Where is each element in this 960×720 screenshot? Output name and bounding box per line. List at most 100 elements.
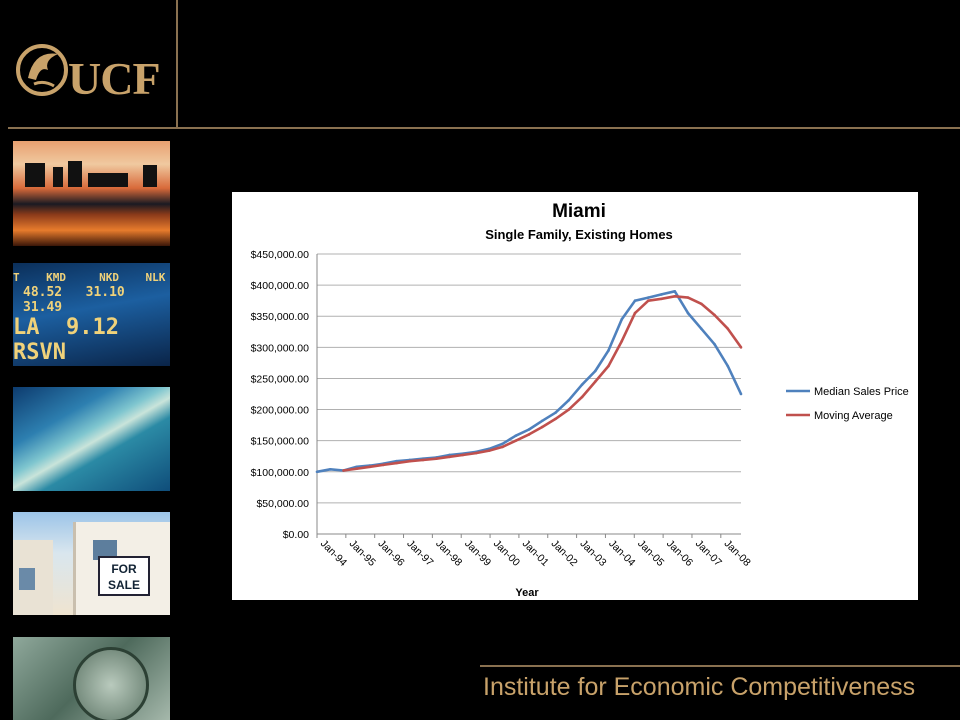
aerial-coast-image	[13, 387, 170, 491]
x-tick-label: Jan-97	[404, 538, 435, 569]
for-sale-text: SALE	[107, 578, 140, 592]
chart-title: Miami	[552, 201, 606, 222]
eagle-seal-icon	[73, 647, 149, 720]
ticker-price: 9.12	[66, 315, 119, 340]
data-point	[501, 442, 504, 446]
data-point	[540, 425, 544, 429]
y-tick-label: $150,000.00	[251, 436, 310, 448]
data-point	[514, 434, 518, 437]
series-line-median-sales-price	[316, 290, 743, 474]
series-line-moving-average	[343, 295, 743, 472]
chart-panel: Miami Single Family, Existing Homes $0.0…	[232, 192, 918, 600]
data-point	[593, 380, 597, 383]
data-point	[739, 346, 743, 349]
ucf-pegasus-logo-icon	[16, 44, 68, 96]
data-point	[487, 449, 491, 452]
x-tick-label: Jan-04	[606, 538, 637, 569]
data-point	[620, 339, 624, 343]
x-tick-label: Jan-96	[376, 538, 407, 569]
data-point	[633, 299, 637, 302]
data-point	[607, 364, 610, 368]
vertical-rule	[176, 0, 178, 128]
data-point	[395, 461, 398, 465]
data-point	[660, 293, 663, 296]
ticker-symbol: KMD	[46, 271, 66, 284]
x-tick-label: Jan-95	[347, 538, 378, 569]
data-point	[342, 469, 345, 472]
x-tick-label: Jan-07	[693, 538, 724, 569]
data-point	[739, 392, 743, 396]
legend-label: Moving Average	[814, 410, 893, 422]
for-sale-house-image: FOR SALE	[13, 512, 170, 615]
x-tick-label: Jan-94	[318, 538, 349, 569]
line-chart: Miami Single Family, Existing Homes $0.0…	[251, 201, 909, 599]
x-tick-label: Jan-06	[664, 538, 695, 569]
y-tick-label: $350,000.00	[251, 311, 310, 323]
data-point	[580, 395, 584, 399]
data-point	[699, 302, 703, 306]
data-point	[328, 467, 332, 471]
data-point	[713, 313, 716, 317]
data-point	[686, 296, 690, 299]
ticker-symbol: LA	[13, 315, 40, 340]
horizontal-rule	[8, 127, 960, 129]
data-point	[527, 433, 531, 436]
legend-label: Median Sales Price	[814, 386, 909, 398]
data-point	[726, 327, 730, 330]
x-tick-label: Jan-99	[462, 538, 493, 569]
data-point	[368, 465, 372, 469]
data-point	[434, 457, 438, 461]
y-tick-label: $450,000.00	[251, 249, 310, 261]
ticker-price: 48.52	[23, 285, 63, 300]
y-tick-label: $0.00	[283, 529, 309, 541]
y-tick-label: $300,000.00	[251, 342, 310, 354]
data-point	[673, 295, 677, 298]
x-tick-label: Jan-05	[635, 538, 666, 569]
for-sale-text: FOR	[111, 562, 137, 576]
data-point	[673, 290, 677, 293]
data-point	[593, 369, 597, 373]
data-point	[633, 311, 637, 315]
data-point	[646, 299, 650, 302]
logo-text: UCF	[68, 53, 161, 104]
ticker-symbol: T	[13, 271, 20, 284]
data-point	[567, 408, 571, 411]
data-point	[514, 439, 518, 442]
x-tick-label: Jan-98	[433, 538, 464, 569]
ticker-symbol: NLK	[145, 271, 166, 284]
data-point	[501, 445, 504, 449]
data-point	[540, 419, 544, 423]
data-point	[408, 459, 412, 463]
for-sale-sign: FOR SALE	[98, 556, 150, 596]
data-point	[567, 398, 571, 402]
ticker-symbol: NKD	[99, 271, 119, 284]
data-point	[448, 455, 451, 459]
y-tick-label: $200,000.00	[251, 405, 310, 417]
chart-subtitle: Single Family, Existing Homes	[485, 227, 673, 242]
data-point	[660, 297, 663, 301]
data-point	[355, 467, 359, 470]
data-point	[554, 411, 557, 414]
data-point	[554, 417, 557, 421]
data-point	[461, 453, 465, 457]
ticker-price: 31.49	[23, 300, 63, 315]
data-point	[381, 463, 385, 467]
data-point	[646, 296, 650, 299]
institute-title: Institute for Economic Competitiveness	[483, 673, 916, 701]
data-point	[699, 327, 703, 330]
data-point	[686, 311, 690, 315]
x-axis-label: Year	[515, 587, 539, 599]
ticker-symbol: RSVN	[13, 340, 66, 365]
data-point	[713, 342, 716, 346]
x-tick-label: Jan-00	[491, 538, 522, 569]
sunset-skyline-image	[13, 141, 170, 246]
dollar-bill-image	[13, 637, 170, 720]
x-tick-label: Jan-01	[520, 538, 551, 569]
data-point	[474, 451, 478, 455]
footer-rule	[480, 665, 960, 667]
data-point	[726, 364, 730, 368]
data-point	[527, 428, 531, 431]
y-tick-label: $400,000.00	[251, 280, 310, 292]
stock-ticker-image: T KMD NKD NLK 48.52 31.10 31.49 LA 9.12 …	[13, 263, 170, 366]
x-tick-label: Jan-03	[577, 538, 608, 569]
